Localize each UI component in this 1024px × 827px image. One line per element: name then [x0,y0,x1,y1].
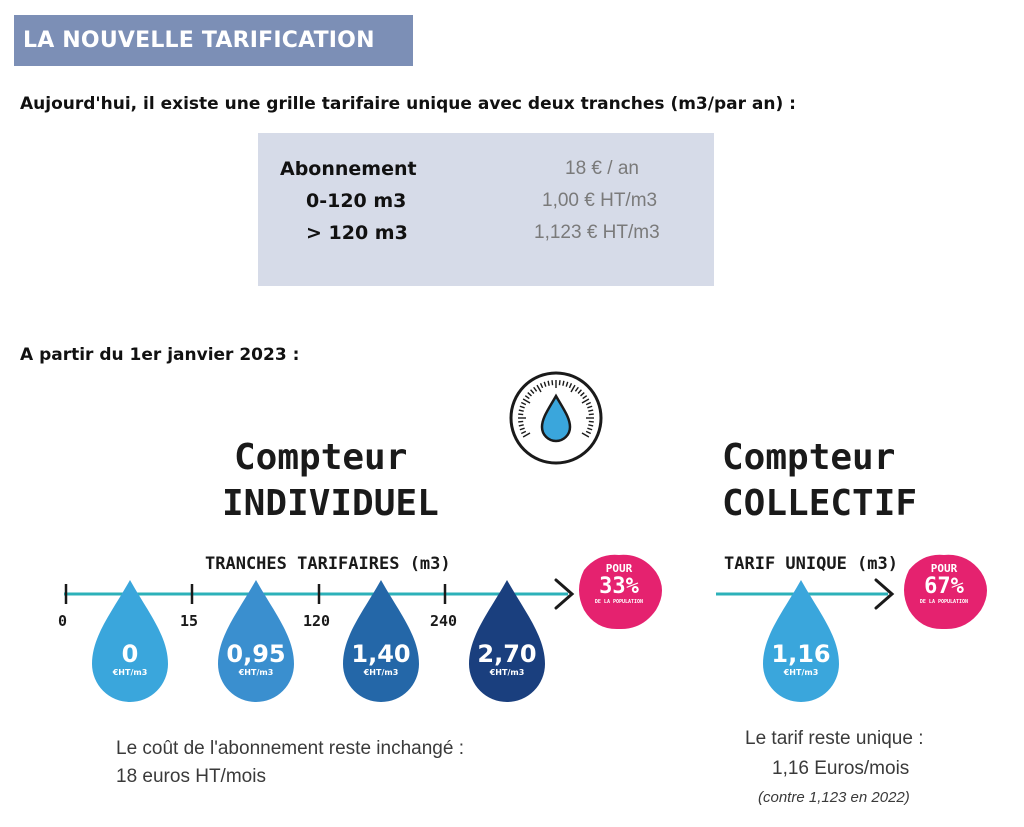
meter-tick [585,430,591,435]
price-label: > 120 m3 [306,222,408,244]
meter-tick [562,380,565,386]
price-value: 18 € / an [565,158,639,179]
drop-price-unit: €HT/m3 [238,668,274,677]
meter-tick [518,413,524,416]
drop-price-unit: €HT/m3 [112,668,148,677]
meter-tick [587,427,593,431]
meter-tick [539,383,544,389]
drop-price-value: 1,16 [771,640,831,668]
meter-tick [519,427,525,431]
price-value: 1,123 € HT/m3 [534,222,660,243]
meter-tick [588,424,594,427]
water-drop-icon [343,580,419,702]
meter-tick [568,383,573,389]
drop-price-value: 0,95 [226,640,286,668]
badge-text-33: POUR 33% DE LA POPULATION [579,562,659,605]
population-badge-33 [579,554,662,630]
drop-price-value: 0 [121,640,139,668]
drop-price-1: 0,95 €HT/m3 [206,640,306,677]
meter-tick [574,386,579,392]
population-badge-67 [904,554,987,630]
individual-heading-line1: Compteur [234,437,408,478]
individual-note-line2: 18 euros HT/mois [116,766,266,787]
meter-tick [524,395,530,400]
water-meter-icon [509,371,603,465]
water-drop-icon [218,580,294,702]
meter-tick [580,392,585,397]
water-drop-icon [763,580,839,702]
meter-tick [530,389,535,394]
meter-tick [522,398,531,404]
effective-date-text: A partir du 1er janvier 2023 : [20,345,300,365]
meter-tick [565,381,569,387]
tick-label: 240 [430,612,458,630]
meter-tick [585,401,591,406]
collective-heading-line2: COLLECTIF [722,483,918,524]
price-value: 1,00 € HT/m3 [542,190,658,211]
collective-heading-line1: Compteur [722,437,896,478]
badge-line3: DE LA POPULATION [919,599,969,605]
meter-tick [558,380,561,386]
meter-tick [522,432,531,438]
badge-percent: 33% [599,574,639,599]
collective-subheading: TARIF UNIQUE (m3) [724,554,898,574]
meter-tick [582,395,588,400]
meter-tick [588,420,594,423]
meter-tick [521,401,527,406]
meter-tick [518,424,524,427]
meter-tick [521,430,527,435]
meter-tick [533,386,538,392]
drop-price-unit: €HT/m3 [783,668,819,677]
meter-tick [588,409,594,412]
badge-text-67: POUR 67% DE LA POPULATION [904,562,984,605]
meter-tick [518,409,524,412]
drop-price-2: 1,40 €HT/m3 [331,640,431,677]
individual-note-line1: Le coût de l'abonnement reste inchangé : [116,738,464,759]
meter-tick [547,380,550,386]
meter-tick [570,384,576,393]
drop-price-collective: 1,16 €HT/m3 [751,640,851,677]
drop-price-value: 1,40 [351,640,411,668]
collective-note-line1: Le tarif reste unique : [745,728,924,749]
meter-tick [543,381,547,387]
current-price-table: Abonnement 18 € / an 0-120 m3 1,00 € HT/… [258,133,714,286]
meter-tick [551,380,554,386]
tick-label: 15 [180,612,199,630]
individual-axis-arrow [554,578,575,610]
drop-price-value: 2,70 [477,640,537,668]
tick-label: 120 [303,612,331,630]
collective-note-line2: 1,16 Euros/mois [772,758,910,779]
tick-label: 0 [58,612,68,630]
individual-subheading: TRANCHES TARIFAIRES (m3) [205,554,451,574]
price-label: Abonnement [280,158,417,180]
water-drop-icon [469,580,545,702]
meter-tick [527,392,532,397]
meter-tick [588,413,594,416]
badge-percent: 67% [924,574,964,599]
meter-tick [519,405,525,409]
page-title: LA NOUVELLE TARIFICATION [14,15,413,66]
meter-tick [587,405,593,409]
water-drop-icon [92,580,168,702]
badge-line1: POUR [930,562,958,575]
meter-tick [518,420,524,423]
meter-tick [536,384,542,393]
individual-heading-line2: INDIVIDUEL [222,483,439,524]
meter-tick [581,398,590,404]
drop-price-3: 2,70 €HT/m3 [457,640,557,677]
meter-tick [581,432,590,438]
intro-text: Aujourd'hui, il existe une grille tarifa… [20,94,796,114]
drop-price-0: 0 €HT/m3 [80,640,180,677]
badge-line3: DE LA POPULATION [594,599,644,605]
meter-tick [577,389,582,394]
collective-axis-arrow [874,578,895,610]
price-label: 0-120 m3 [306,190,407,212]
drop-price-unit: €HT/m3 [363,668,399,677]
collective-note-line3: (contre 1,123 en 2022) [758,789,910,806]
drop-price-unit: €HT/m3 [489,668,525,677]
badge-line1: POUR [605,562,633,575]
